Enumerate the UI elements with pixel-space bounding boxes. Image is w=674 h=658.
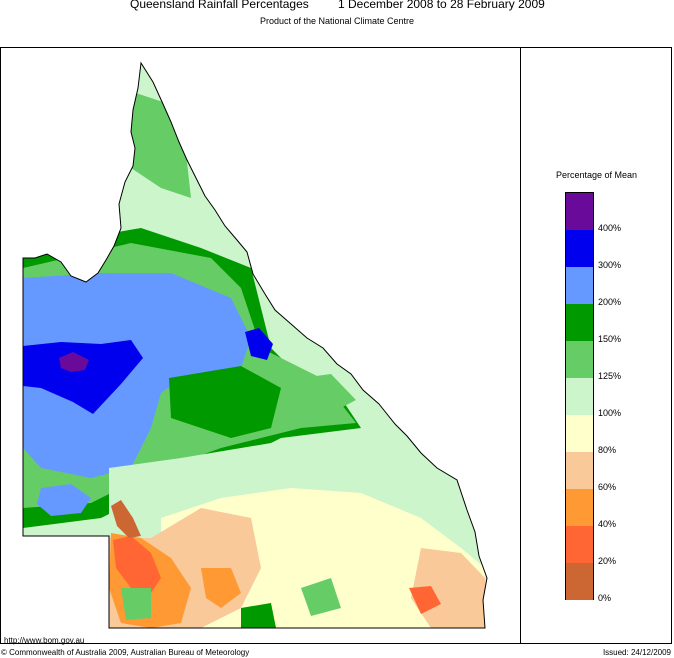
legend-divider [520,47,521,644]
legend-label: 60% [598,482,617,492]
legend-swatch [566,489,593,526]
footer-issued: Issued: 24/12/2009 [602,648,671,657]
legend-swatch [566,563,593,600]
legend-swatch [566,304,593,341]
rainfall-map [22,61,488,629]
legend-swatch [566,378,593,415]
legend-label: 0% [598,593,612,603]
legend-label: 125% [598,371,622,381]
legend-color-bar [565,192,594,600]
legend-swatch [566,230,593,267]
legend-swatch [566,193,593,230]
legend-label: 80% [598,445,617,455]
footer-url: http://www.bom.gov.au [4,636,85,645]
legend-label: 300% [598,260,622,270]
map-title-text: Queensland Rainfall Percentages [130,0,309,11]
legend-swatch [566,415,593,452]
legend-label: 100% [598,408,622,418]
legend-swatch [566,341,593,378]
legend-label: 20% [598,556,617,566]
map-frame [0,47,672,644]
footer-copyright: © Commonwealth of Australia 2009, Austra… [1,648,250,657]
legend-swatch [566,526,593,563]
legend-swatch [566,452,593,489]
legend-label: 400% [598,223,622,233]
map-subtitle: Product of the National Climate Centre [259,16,415,26]
legend-swatch [566,267,593,304]
legend-label: 40% [598,519,617,529]
legend-title: Percentage of Mean [555,170,638,180]
legend-label: 200% [598,297,622,307]
legend-label: 150% [598,334,622,344]
map-period: 1 December 2008 to 28 February 2009 [338,0,545,11]
